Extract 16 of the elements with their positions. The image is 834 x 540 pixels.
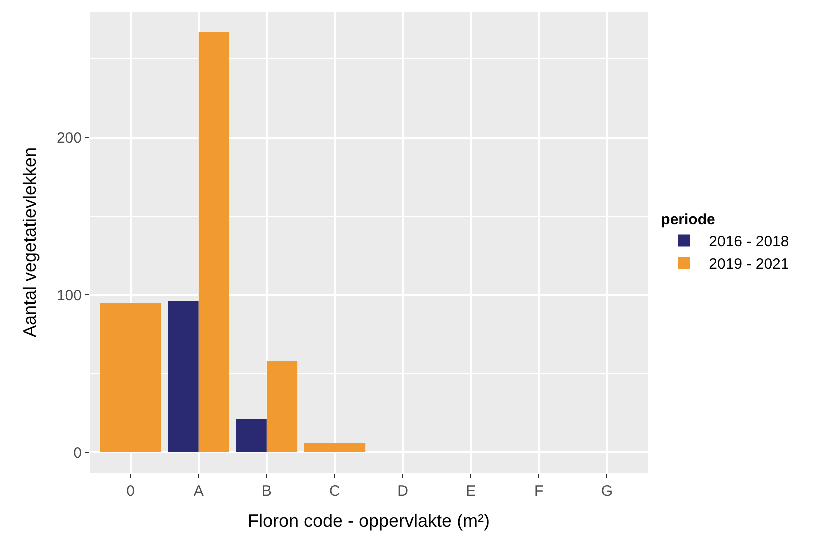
x-tick-label: 0 xyxy=(126,483,135,500)
x-tick-label: C xyxy=(330,483,341,500)
y-tick-label: 200 xyxy=(56,130,82,148)
x-tick-label: G xyxy=(601,483,614,500)
x-tick-label: A xyxy=(194,483,204,500)
x-tick-label: B xyxy=(262,483,272,500)
x-tick-label: D xyxy=(398,483,409,500)
x-axis-title: Floron code - oppervlakte (m²) xyxy=(248,511,490,532)
y-tick-label: 100 xyxy=(56,287,82,304)
legend-label: 2016 - 2018 xyxy=(709,234,790,251)
y-tick-label: 0 xyxy=(74,444,82,462)
legend-label: 2019 - 2021 xyxy=(709,256,790,274)
legend-title: periode xyxy=(661,212,716,228)
y-axis-title: Aantal vegetatievlekken xyxy=(20,147,40,338)
x-tick-label: E xyxy=(466,483,476,500)
x-tick-label: F xyxy=(534,483,544,500)
